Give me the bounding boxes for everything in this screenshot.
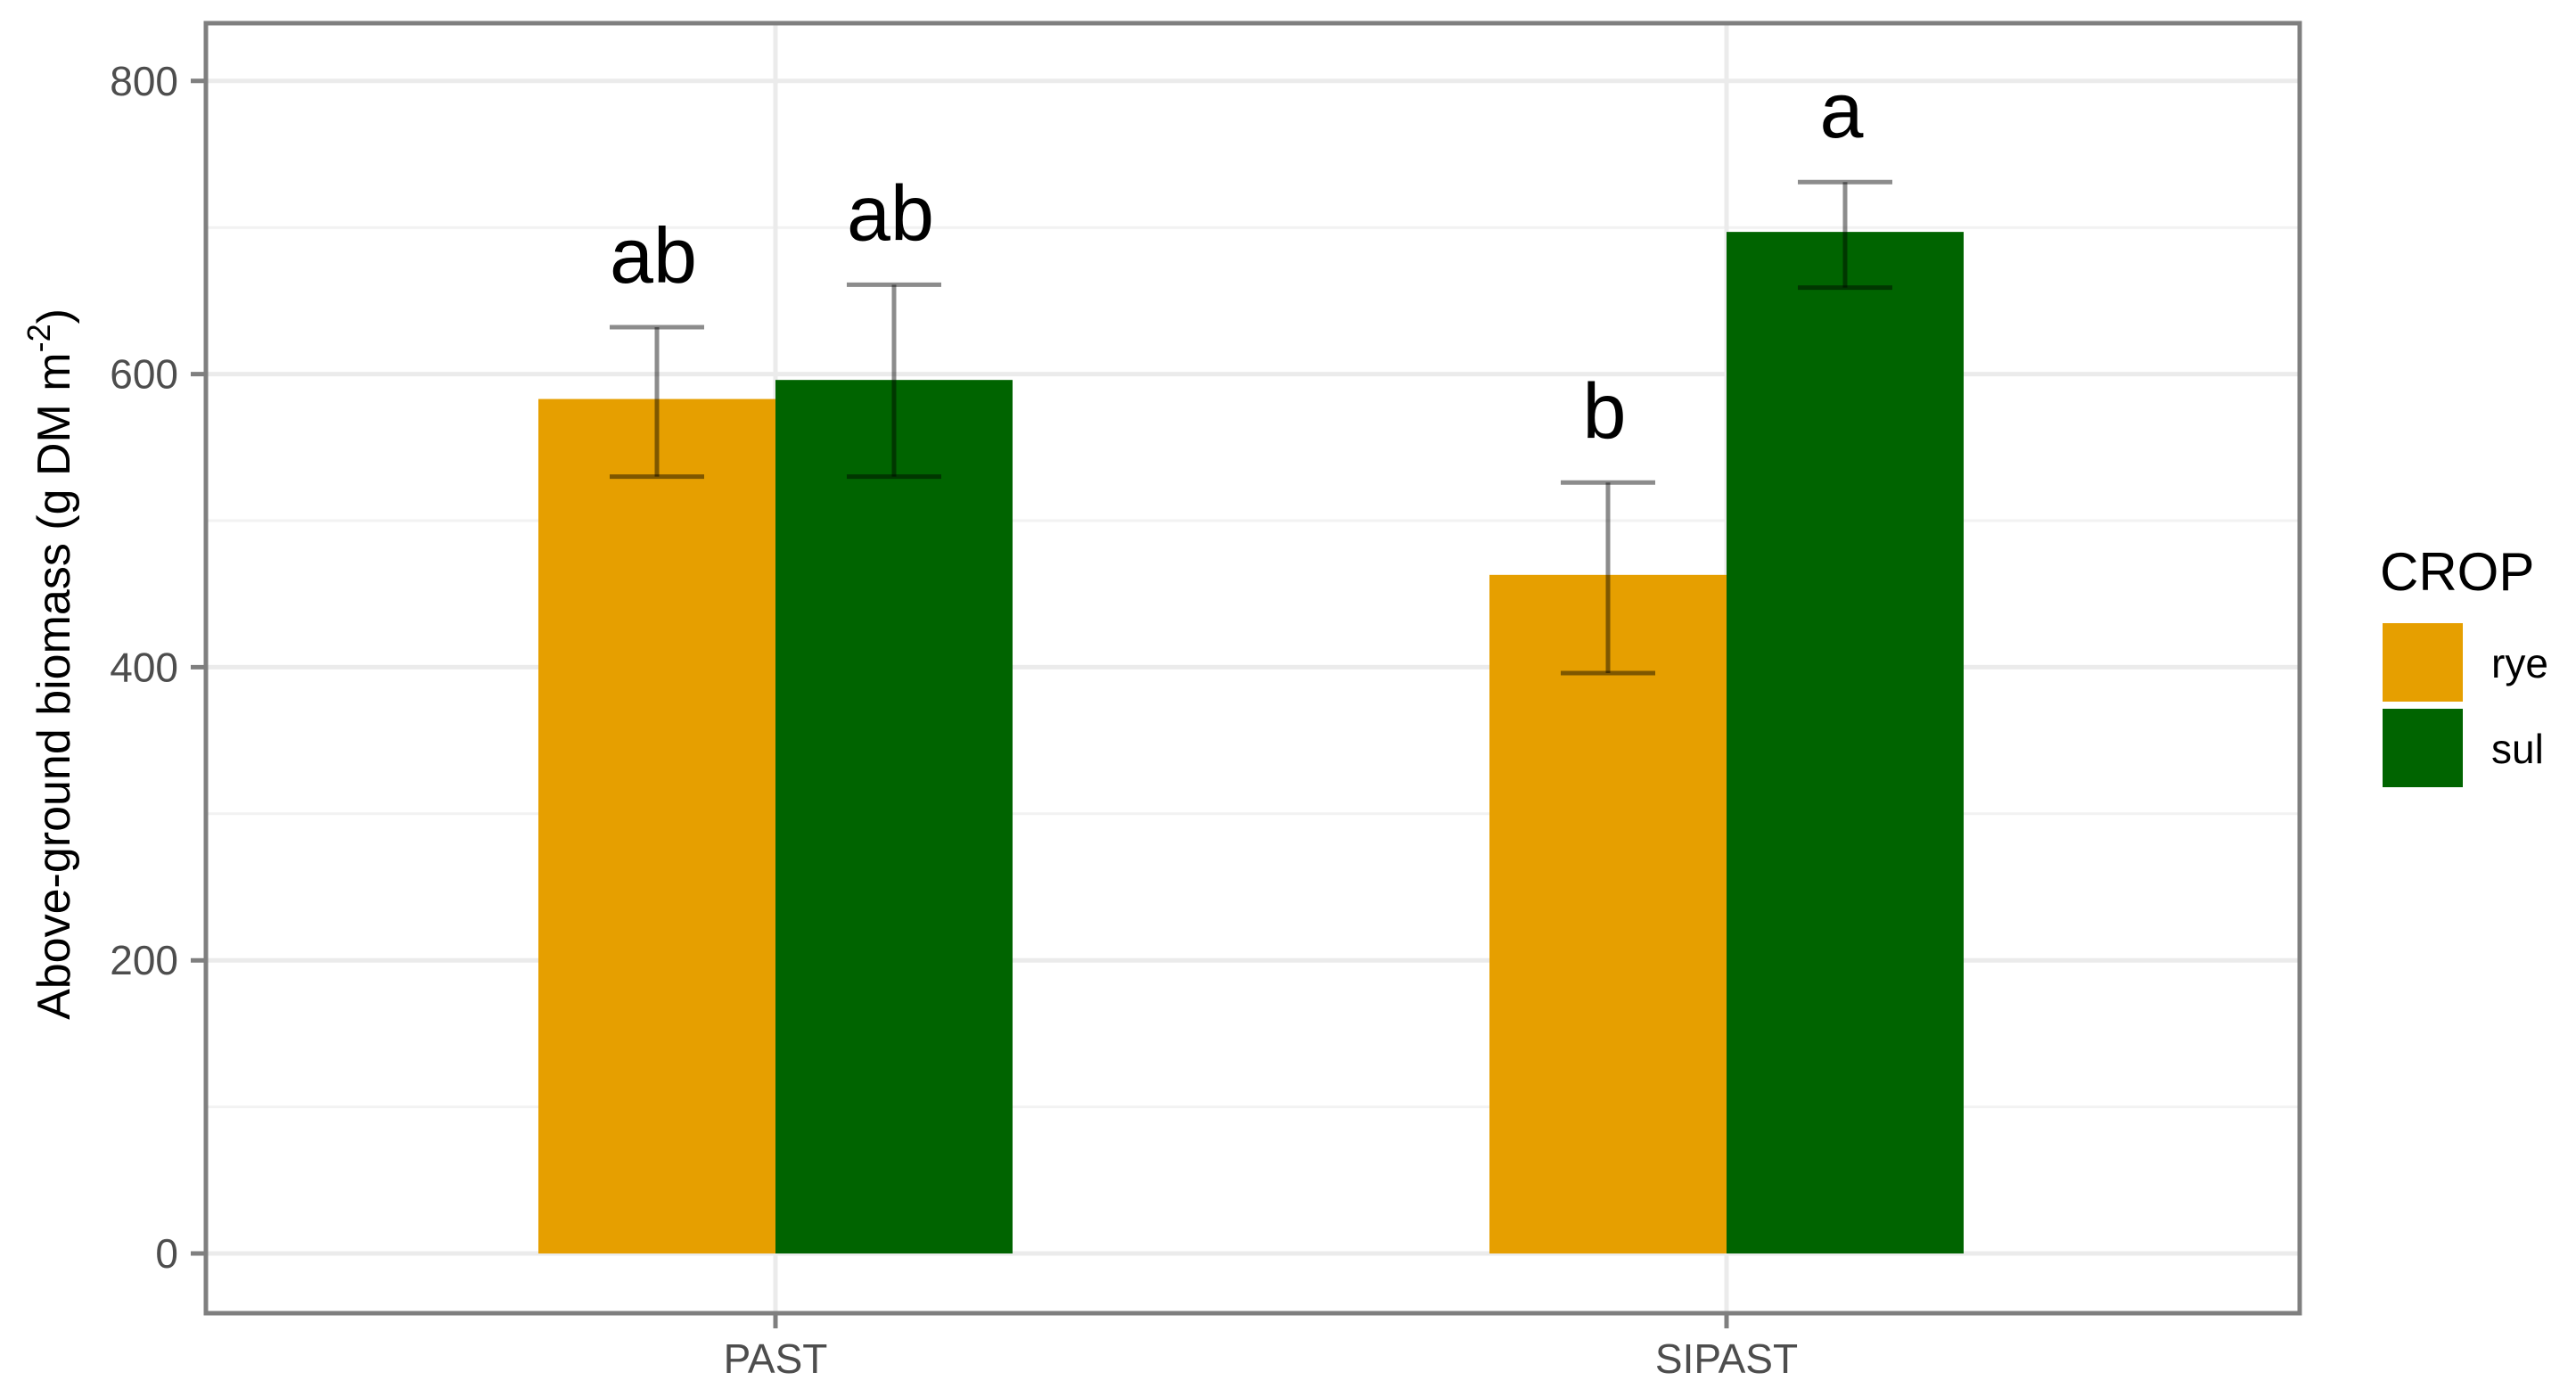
y-tick-label: 800: [110, 58, 178, 104]
significance-letter: ab: [847, 168, 934, 257]
y-tick-label: 400: [110, 644, 178, 690]
y-tick-label: 200: [110, 937, 178, 983]
significance-letter: a: [1820, 66, 1864, 154]
legend-label-rye: rye: [2491, 640, 2548, 686]
bars: [538, 232, 1964, 1254]
significance-letters: ab b ab a: [610, 66, 1863, 455]
x-tick-label: PAST: [724, 1335, 828, 1382]
legend-swatch-sul: [2381, 707, 2465, 789]
legend-label-sul: sul: [2491, 726, 2544, 772]
significance-letter: ab: [610, 211, 697, 300]
y-axis: 0 200 400 600 800: [110, 58, 206, 1277]
bar-sul-past: [775, 380, 1013, 1253]
legend: CROP rye sul: [2380, 542, 2548, 789]
y-tick-label: 0: [155, 1230, 178, 1277]
bar-rye-past: [538, 399, 775, 1254]
legend-swatch-rye: [2381, 621, 2465, 703]
x-axis: PAST SIPAST: [724, 1313, 1798, 1382]
y-axis-title: Above-ground biomass (g DM m-2): [21, 308, 80, 1020]
y-tick-label: 600: [110, 351, 178, 398]
legend-title: CROP: [2380, 542, 2534, 602]
bar-rye-sipast: [1489, 574, 1727, 1253]
bar-sul-sipast: [1727, 232, 1964, 1254]
significance-letter: b: [1583, 366, 1627, 455]
error-bars: [610, 179, 1892, 676]
x-tick-label: SIPAST: [1655, 1335, 1798, 1382]
